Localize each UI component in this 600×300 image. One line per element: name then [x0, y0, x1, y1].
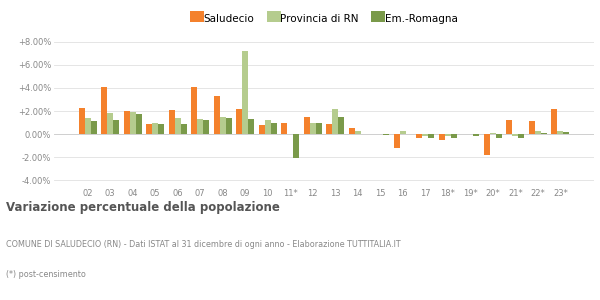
Bar: [158, 124, 164, 134]
Bar: [484, 134, 490, 155]
Bar: [304, 117, 310, 134]
Bar: [529, 122, 535, 134]
Bar: [293, 134, 299, 158]
Bar: [203, 120, 209, 134]
Bar: [535, 131, 541, 134]
Bar: [130, 112, 136, 134]
Bar: [259, 125, 265, 134]
Bar: [506, 120, 512, 134]
Bar: [197, 119, 203, 134]
Bar: [349, 128, 355, 134]
Bar: [332, 109, 338, 134]
Bar: [265, 120, 271, 134]
Bar: [101, 87, 107, 134]
Bar: [557, 130, 563, 134]
Bar: [445, 134, 451, 136]
Bar: [152, 122, 158, 134]
Bar: [428, 134, 434, 137]
Bar: [248, 119, 254, 134]
Bar: [214, 96, 220, 134]
Bar: [85, 118, 91, 134]
Bar: [400, 130, 406, 134]
Bar: [91, 122, 97, 134]
Bar: [226, 118, 232, 134]
Bar: [181, 124, 187, 134]
Legend: Saludecio, Provincia di RN, Em.-Romagna: Saludecio, Provincia di RN, Em.-Romagna: [186, 10, 462, 28]
Bar: [169, 110, 175, 134]
Bar: [490, 133, 496, 134]
Bar: [422, 134, 428, 136]
Bar: [383, 134, 389, 135]
Bar: [518, 134, 524, 137]
Bar: [79, 107, 85, 134]
Bar: [271, 122, 277, 134]
Bar: [563, 132, 569, 134]
Bar: [124, 111, 130, 134]
Bar: [512, 134, 518, 136]
Bar: [496, 134, 502, 137]
Bar: [281, 122, 287, 134]
Bar: [146, 124, 152, 134]
Bar: [473, 134, 479, 136]
Bar: [416, 134, 422, 137]
Bar: [439, 134, 445, 140]
Bar: [236, 109, 242, 134]
Bar: [355, 130, 361, 134]
Text: Variazione percentuale della popolazione: Variazione percentuale della popolazione: [6, 201, 280, 214]
Bar: [326, 124, 332, 134]
Text: COMUNE DI SALUDECIO (RN) - Dati ISTAT al 31 dicembre di ogni anno - Elaborazione: COMUNE DI SALUDECIO (RN) - Dati ISTAT al…: [6, 240, 401, 249]
Bar: [242, 51, 248, 134]
Bar: [113, 120, 119, 134]
Bar: [136, 115, 142, 134]
Bar: [107, 113, 113, 134]
Bar: [451, 134, 457, 137]
Bar: [175, 118, 181, 134]
Bar: [338, 117, 344, 134]
Bar: [541, 133, 547, 134]
Bar: [310, 122, 316, 134]
Bar: [220, 117, 226, 134]
Text: (*) post-censimento: (*) post-censimento: [6, 270, 86, 279]
Bar: [551, 109, 557, 134]
Bar: [316, 123, 322, 134]
Bar: [394, 134, 400, 148]
Bar: [191, 87, 197, 134]
